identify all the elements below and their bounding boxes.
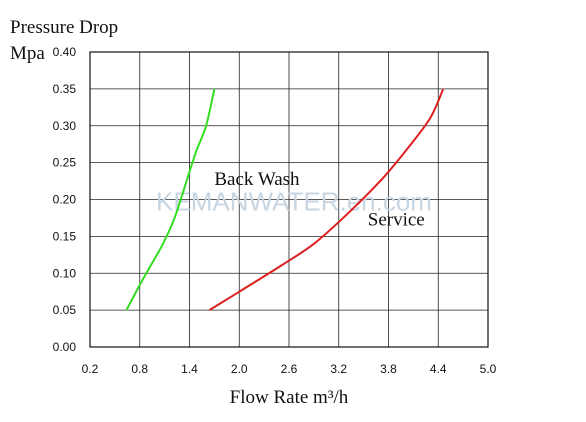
series-label-back-wash: Back Wash bbox=[214, 169, 300, 190]
x-tick-label: 3.2 bbox=[330, 362, 347, 376]
x-axis-label: Flow Rate m³/h bbox=[230, 387, 349, 408]
y-tick-label: 0.15 bbox=[53, 229, 77, 243]
y-tick-label: 0.35 bbox=[53, 82, 77, 96]
x-tick-labels: 0.2 0.8 1.4 2.0 2.6 3.2 3.8 4.4 5.0 bbox=[82, 362, 497, 376]
y-axis-label-line1: Pressure Drop bbox=[10, 17, 118, 38]
y-tick-label: 0.20 bbox=[53, 193, 77, 207]
x-tick-label: 3.8 bbox=[380, 362, 397, 376]
y-axis-label-line2: Mpa bbox=[10, 43, 45, 64]
y-tick-label: 0.40 bbox=[53, 45, 77, 59]
y-tick-labels: 0.00 0.05 0.10 0.15 0.20 0.25 0.30 0.35 0.40 bbox=[53, 45, 77, 354]
plot-frame bbox=[89, 51, 489, 348]
x-tick-label: 0.2 bbox=[82, 362, 99, 376]
watermark-text: KEMANWATER.en.com bbox=[156, 187, 432, 217]
series-lines: Back Wash Service bbox=[125, 88, 445, 311]
x-tick-label: 2.6 bbox=[281, 362, 298, 376]
series-label-service: Service bbox=[368, 209, 425, 230]
x-tick-label: 4.4 bbox=[430, 362, 447, 376]
x-tick-label: 5.0 bbox=[480, 362, 497, 376]
series-line-service bbox=[208, 88, 445, 311]
y-tick-label: 0.05 bbox=[53, 303, 77, 317]
y-tick-label: 0.00 bbox=[53, 340, 77, 354]
x-tick-label: 0.8 bbox=[131, 362, 148, 376]
y-tick-label: 0.25 bbox=[53, 156, 77, 170]
x-tick-label: 1.4 bbox=[181, 362, 198, 376]
y-tick-label: 0.30 bbox=[53, 119, 77, 133]
y-tick-label: 0.10 bbox=[53, 266, 77, 280]
series-line-back-wash bbox=[125, 88, 216, 311]
x-tick-label: 2.0 bbox=[231, 362, 248, 376]
